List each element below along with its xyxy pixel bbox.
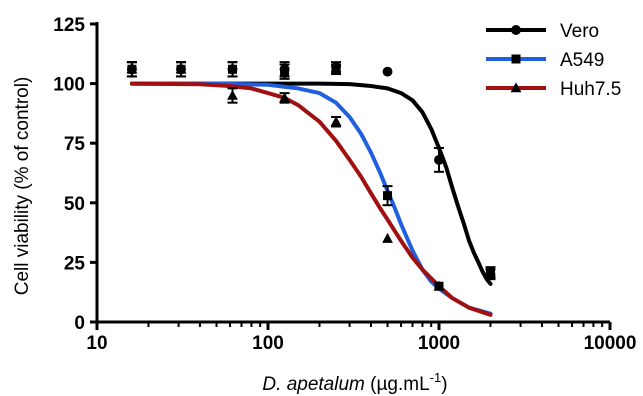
- fit-curve-huh7-5: [129, 81, 493, 317]
- fit-curves: [129, 81, 493, 317]
- fit-curve-a549: [129, 81, 493, 316]
- x-tick-label-10: 10: [86, 333, 107, 354]
- data-points: [126, 61, 496, 291]
- legend-marker-vero: [511, 25, 521, 35]
- y-tick-label-125: 125: [53, 15, 85, 36]
- legend-marker-a549: [511, 54, 521, 64]
- y-tick-label-75: 75: [64, 134, 86, 155]
- data-point-a549: [227, 64, 237, 74]
- data-point-huh7-5: [175, 63, 187, 74]
- data-point-huh7-5: [433, 280, 445, 291]
- data-point-huh7-5: [485, 268, 496, 279]
- x-axis-title-unit-end: ): [441, 374, 447, 395]
- data-point-huh7-5: [382, 232, 393, 243]
- x-tick-label-1000: 1000: [418, 333, 460, 354]
- legend-marker-huh7-5: [510, 82, 522, 93]
- x-tick-label-100: 100: [252, 333, 284, 354]
- data-point-huh7-5: [126, 63, 138, 74]
- legend-label-vero: Vero: [560, 21, 599, 42]
- data-point-huh7-5: [227, 89, 238, 100]
- y-tick-label-50: 50: [64, 194, 85, 215]
- data-point-a549: [383, 191, 393, 201]
- y-tick-label-25: 25: [64, 253, 86, 274]
- y-tick-label-0: 0: [74, 313, 85, 334]
- data-point-vero: [434, 154, 444, 165]
- axes: 0 25 50 75 100 125 10 100 1000 10000: [53, 15, 636, 354]
- data-point-huh7-5: [330, 116, 342, 126]
- fit-curve-vero: [129, 81, 493, 286]
- data-point-a549: [280, 67, 290, 77]
- x-axis-title-unit: (µg.mL: [365, 374, 430, 395]
- x-axis-title: D. apetalum (µg.mL-1): [262, 370, 447, 395]
- data-point-a549: [331, 64, 341, 74]
- x-axis-title-unit-sup: -1: [430, 370, 442, 385]
- data-point-vero: [382, 66, 393, 77]
- legend: Vero A549 Huh7.5: [486, 21, 621, 100]
- y-tick-label-100: 100: [53, 75, 85, 96]
- x-tick-label-10000: 10000: [584, 333, 637, 354]
- data-point-huh7-5: [279, 92, 290, 103]
- y-axis-title: Cell viability (% of control): [12, 77, 33, 296]
- legend-label-a549: A549: [560, 50, 604, 71]
- x-axis-title-italic: D. apetalum: [262, 374, 364, 395]
- legend-label-huh7-5: Huh7.5: [560, 79, 621, 100]
